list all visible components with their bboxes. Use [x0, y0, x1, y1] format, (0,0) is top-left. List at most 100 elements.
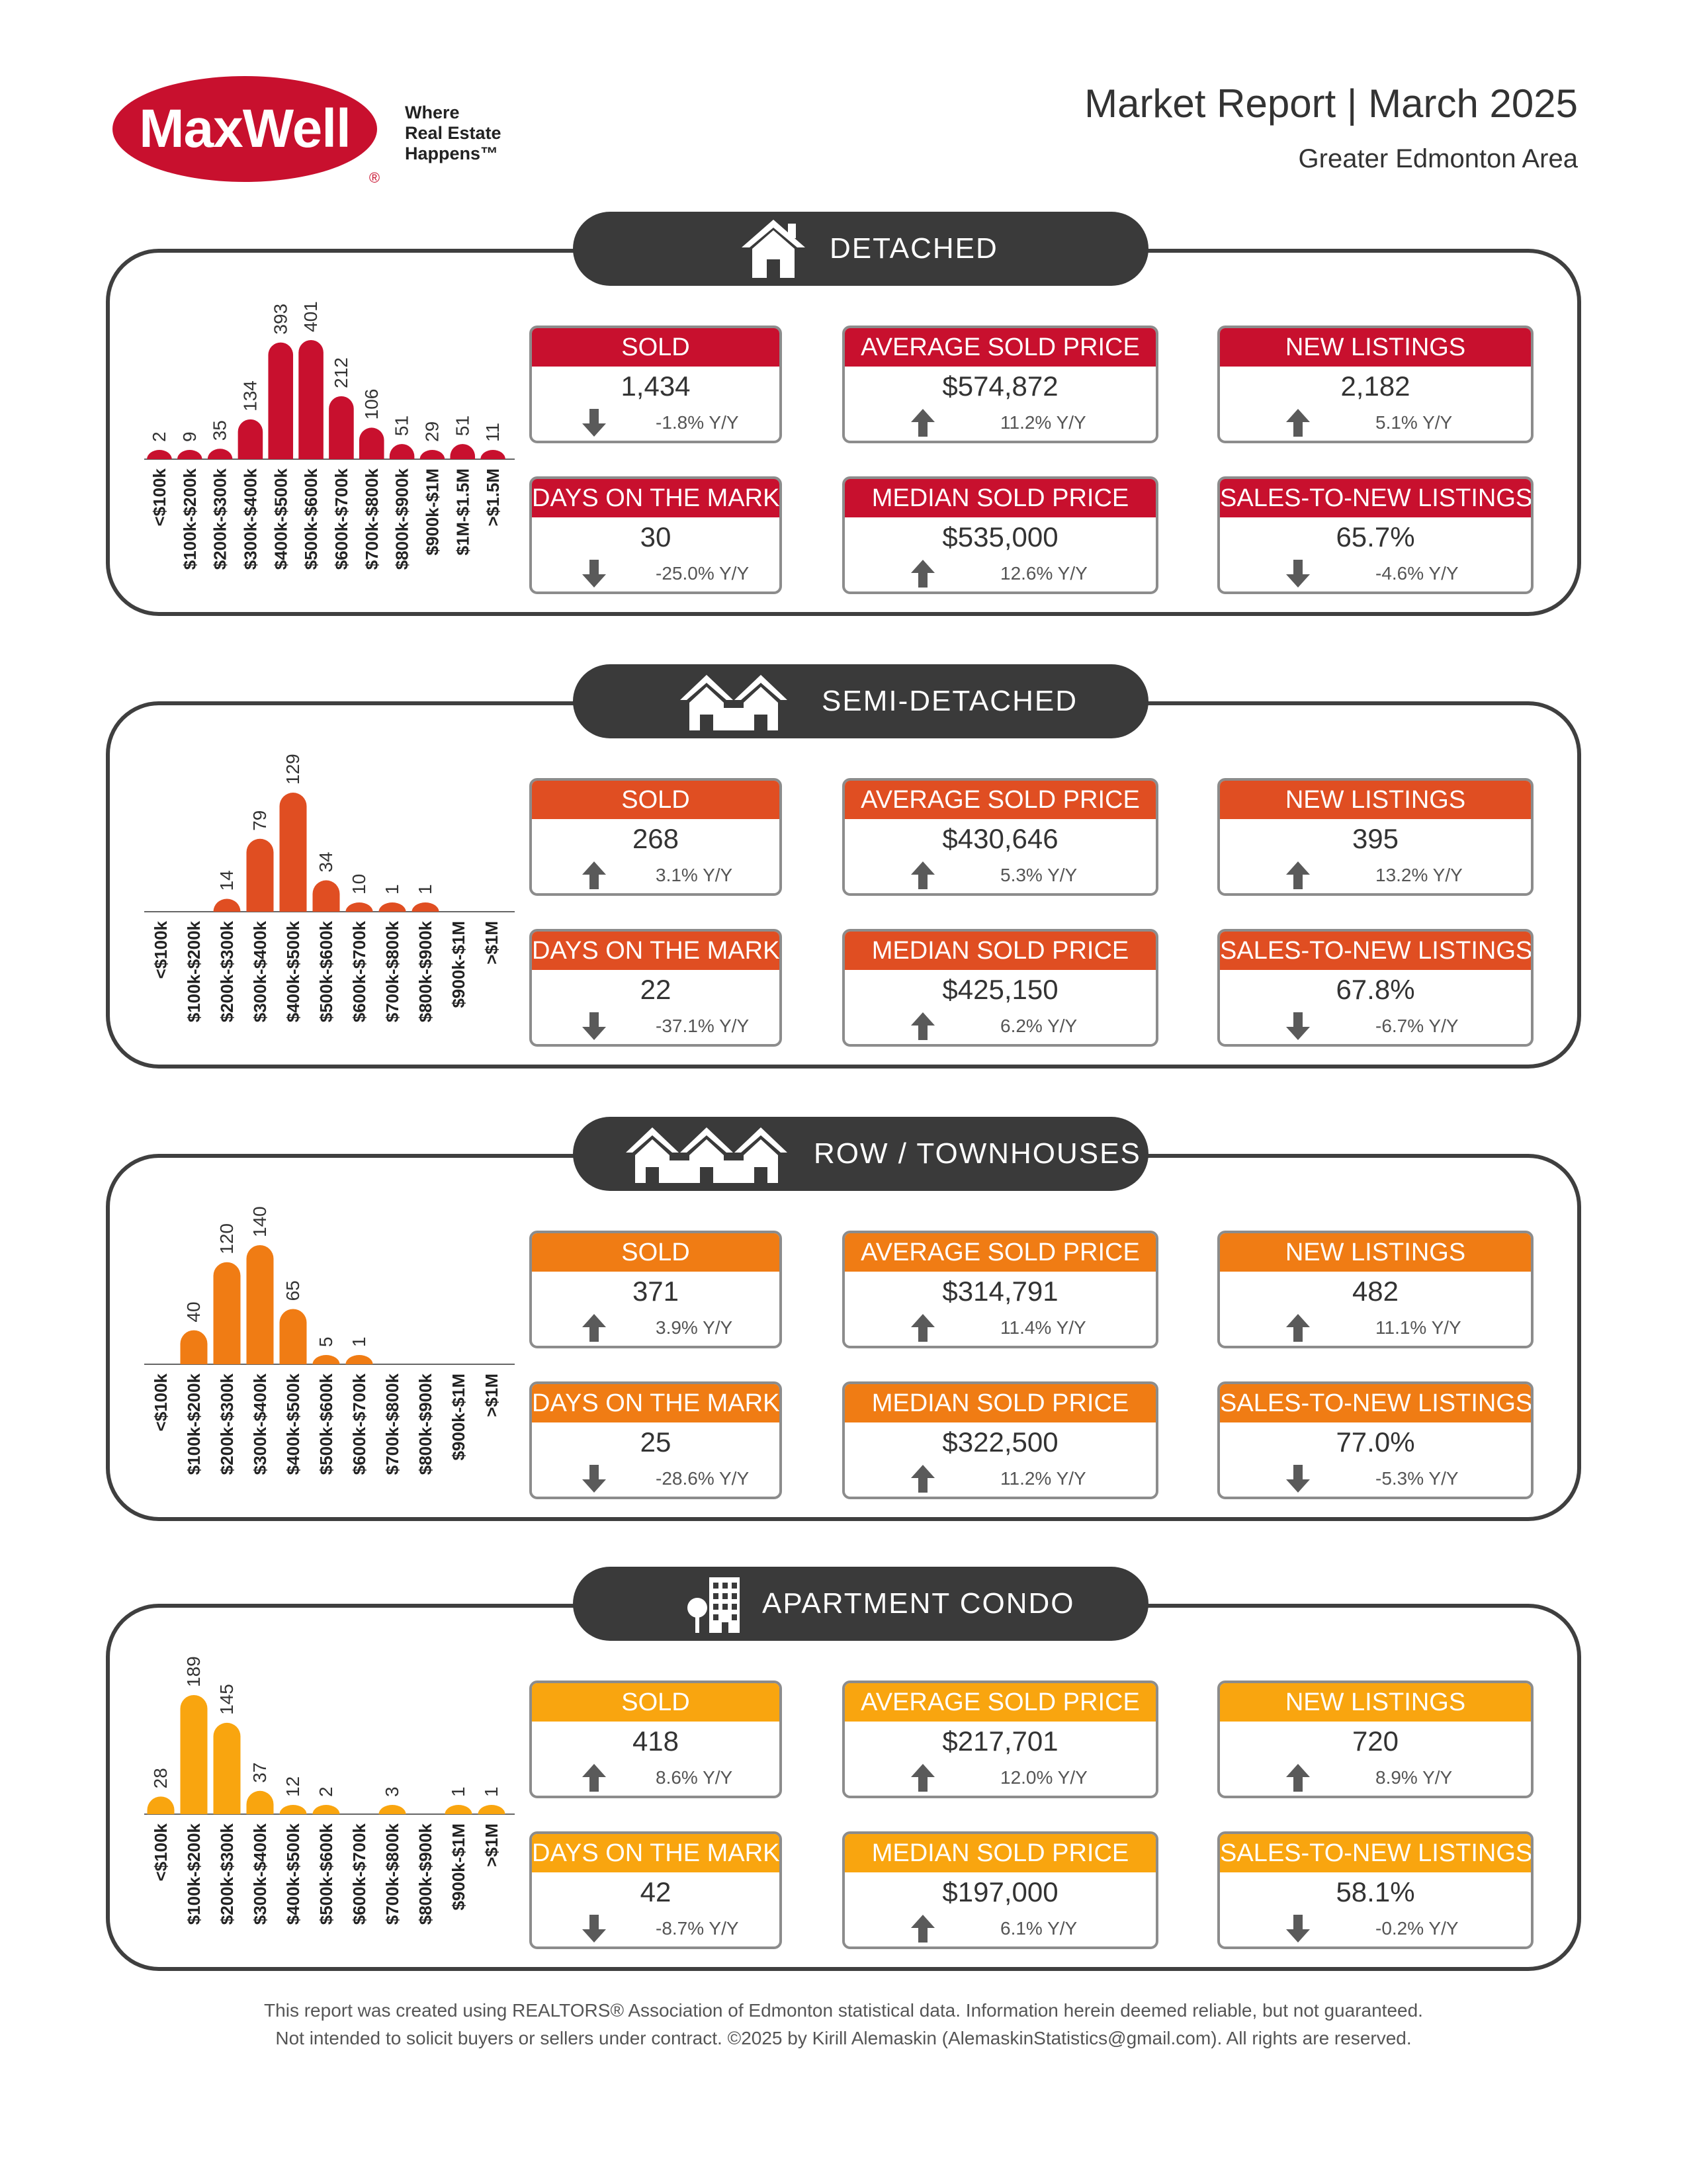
stat-label: NEW LISTINGS	[1220, 1233, 1531, 1272]
chart-data-label: 2	[149, 431, 169, 442]
chart-tick-label: $200k-$300k	[210, 468, 230, 570]
stat-card-median-sold-price: MEDIAN SOLD PRICE $197,000 6.1% Y/Y	[842, 1831, 1158, 1949]
stat-card-sold: SOLD 268 3.1% Y/Y	[529, 778, 782, 896]
chart-tick-label: $700k-$800k	[382, 1373, 402, 1475]
chart-tick-label: <$100k	[150, 468, 169, 526]
stat-label: AVERAGE SOLD PRICE	[845, 781, 1156, 819]
arrow-up-icon	[845, 1314, 1000, 1342]
chart-data-label: 11	[482, 423, 503, 442]
stat-change-row: 8.9% Y/Y	[1220, 1761, 1531, 1794]
chart-tick-label: $1M-$1.5M	[453, 468, 472, 556]
stat-card-days-on-the-market: DAYS ON THE MARKET 25 -28.6% Y/Y	[529, 1381, 782, 1499]
stat-value: $430,646	[942, 823, 1059, 854]
chart-tick-label: $600k-$700k	[349, 1373, 369, 1475]
chart-svg: <$100k 40 $100k-$200k 120 $200k-$300k 140 $300…	[144, 1206, 515, 1475]
arrow-up-icon	[845, 560, 1000, 588]
chart-tick-label: <$100k	[151, 1373, 171, 1431]
stat-change: -6.7% Y/Y	[1375, 1016, 1459, 1036]
stat-label: SOLD	[532, 1683, 779, 1722]
stat-card-sales-to-new-listings: SALES-TO-NEW LISTINGS 67.8% -6.7% Y/Y	[1217, 929, 1534, 1047]
stat-change-row: 5.3% Y/Y	[845, 859, 1156, 892]
chart-tick-label: $600k-$700k	[349, 920, 369, 1022]
chart-bar	[419, 450, 445, 459]
stat-change: 11.1% Y/Y	[1375, 1317, 1461, 1338]
stat-value: $535,000	[942, 521, 1059, 552]
price-distribution-chart: 2 <$100k 9 $100k-$200k 35 $200k-$300k 134 $300k…	[131, 291, 521, 582]
stat-card-sales-to-new-listings: SALES-TO-NEW LISTINGS 77.0% -5.3% Y/Y	[1217, 1381, 1534, 1499]
arrow-up-icon	[845, 1915, 1000, 1943]
chart-data-label: 2	[316, 1786, 336, 1797]
arrow-down-icon	[1220, 1465, 1375, 1493]
stat-change-row: 12.0% Y/Y	[845, 1761, 1156, 1794]
apartment-icon	[681, 1573, 742, 1638]
chart-tick-label: $100k-$200k	[184, 1373, 204, 1475]
stat-label: DAYS ON THE MARKET	[532, 479, 779, 517]
stat-label: NEW LISTINGS	[1220, 1683, 1531, 1722]
arrow-down-icon	[532, 1465, 656, 1493]
chart-tick-label: >$1.5M	[483, 468, 503, 526]
section-header-pill: APARTMENT CONDO	[573, 1567, 1148, 1641]
stat-change: -5.3% Y/Y	[1375, 1468, 1459, 1489]
stat-value: $322,500	[942, 1426, 1059, 1458]
chart-tick-label: $600k-$700k	[349, 1823, 369, 1925]
chart-data-label: 12	[282, 1776, 303, 1797]
chart-bar	[478, 1805, 505, 1814]
stat-change: -28.6% Y/Y	[656, 1468, 750, 1489]
chart-data-label: 1	[415, 884, 435, 895]
stat-card-new-listings: NEW LISTINGS 720 8.9% Y/Y	[1217, 1681, 1534, 1798]
chart-bar	[312, 1805, 340, 1814]
footer-copyright: Not intended to solicit buyers or seller…	[275, 2028, 1412, 2048]
stat-value: $197,000	[942, 1876, 1059, 1907]
chart-bar	[246, 1245, 274, 1364]
stat-label: MEDIAN SOLD PRICE	[845, 479, 1156, 517]
logo-tagline: Where Real Estate Happens™	[405, 103, 524, 164]
stat-label: DAYS ON THE MARKET	[532, 1384, 779, 1422]
chart-bar	[345, 902, 373, 912]
chart-tick-label: $200k-$300k	[217, 1373, 237, 1475]
stat-change: -8.7% Y/Y	[656, 1918, 739, 1939]
arrow-up-icon	[532, 1764, 656, 1792]
chart-tick-label: $900k-$1M	[422, 468, 442, 556]
stat-card-median-sold-price: MEDIAN SOLD PRICE $425,150 6.2% Y/Y	[842, 929, 1158, 1047]
stat-card-sales-to-new-listings: SALES-TO-NEW LISTINGS 65.7% -4.6% Y/Y	[1217, 476, 1534, 594]
stat-value: $574,872	[942, 371, 1059, 402]
stat-card-median-sold-price: MEDIAN SOLD PRICE $535,000 12.6% Y/Y	[842, 476, 1158, 594]
stat-change: 11.2% Y/Y	[1000, 1468, 1086, 1489]
chart-data-label: 37	[249, 1763, 270, 1783]
logo-registered-mark: ®	[368, 169, 380, 186]
chart-tick-label: $100k-$200k	[184, 920, 204, 1022]
stat-change-row: -5.3% Y/Y	[1220, 1462, 1531, 1495]
chart-bar	[207, 449, 233, 459]
stat-change-row: 6.2% Y/Y	[845, 1010, 1156, 1043]
arrow-up-icon	[1220, 409, 1375, 437]
stat-value: 268	[632, 823, 679, 854]
chart-tick-label: $700k-$800k	[382, 920, 402, 1022]
chart-tick-label: $700k-$800k	[382, 1823, 402, 1925]
stat-label: AVERAGE SOLD PRICE	[845, 328, 1156, 367]
stat-change: 6.1% Y/Y	[1000, 1918, 1078, 1939]
stat-change: 8.9% Y/Y	[1375, 1767, 1453, 1788]
stat-change: -0.2% Y/Y	[1375, 1918, 1459, 1939]
chart-bar	[480, 450, 505, 459]
chart-bar	[180, 1330, 208, 1364]
stat-value: $425,150	[942, 974, 1059, 1005]
chart-bar	[213, 1722, 241, 1814]
chart-data-label: 140	[249, 1206, 270, 1237]
stat-value: 482	[1352, 1276, 1399, 1307]
stat-card-days-on-the-market: DAYS ON THE MARKET 30 -25.0% Y/Y	[529, 476, 782, 594]
stat-value: 22	[640, 974, 671, 1005]
report-area: Greater Edmonton Area	[1298, 144, 1578, 173]
chart-tick-label: $300k-$400k	[250, 920, 270, 1022]
section-header-pill: DETACHED	[573, 212, 1148, 286]
footer-disclaimer: This report was created using REALTORS® …	[264, 2000, 1423, 2021]
chart-data-label: 40	[183, 1301, 204, 1322]
stat-label: AVERAGE SOLD PRICE	[845, 1233, 1156, 1272]
stat-change: 8.6% Y/Y	[656, 1767, 733, 1788]
chart-data-label: 1	[448, 1786, 468, 1797]
chart-tick-label: $300k-$400k	[240, 468, 260, 570]
stat-value: 65.7%	[1336, 521, 1415, 552]
price-distribution-chart: <$100k 40 $100k-$200k 120 $200k-$300k 140 $300…	[131, 1196, 521, 1487]
house-icon	[740, 218, 806, 283]
stat-label: SOLD	[532, 781, 779, 819]
stat-change: 3.1% Y/Y	[656, 865, 733, 885]
